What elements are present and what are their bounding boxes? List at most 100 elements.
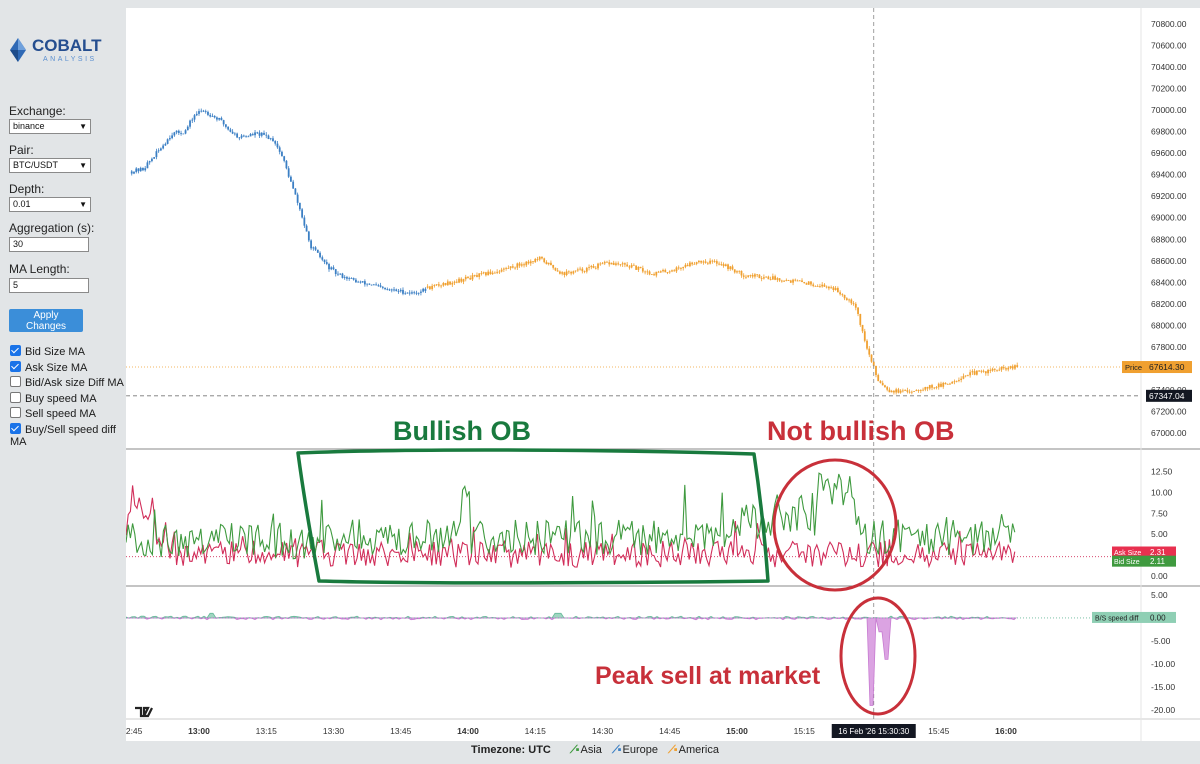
- candle-body: [514, 267, 516, 269]
- candle-body: [399, 289, 402, 292]
- candle-body: [706, 262, 709, 264]
- chart-area[interactable]: 70800.00 70600.00 70400.00 70200.00 70000.00…: [126, 8, 1200, 741]
- candle-body: [828, 286, 830, 289]
- candle-body: [298, 202, 301, 210]
- speed-axis-tick-label: -15.00: [1151, 682, 1175, 692]
- candle-body: [738, 270, 741, 272]
- candle-body: [485, 272, 487, 276]
- depth-select[interactable]: 0.01 ▼: [9, 197, 91, 212]
- candle-body: [664, 269, 667, 273]
- candle-body: [857, 307, 859, 314]
- speed-tag-bg: [1092, 611, 1146, 623]
- checkbox-row[interactable]: Bid Size MA: [10, 345, 85, 358]
- speed-axis-tick-label: 5.00: [1151, 590, 1168, 600]
- candle-body: [886, 387, 889, 390]
- crosshair-value-bg: [1146, 389, 1192, 402]
- candle-body: [296, 194, 299, 203]
- candle-body: [763, 277, 765, 279]
- candle-body: [469, 278, 472, 280]
- candle-body: [713, 261, 716, 262]
- candle-body: [146, 162, 149, 169]
- candle-body: [756, 274, 759, 276]
- candle-body: [673, 270, 676, 272]
- candle-body: [872, 361, 875, 366]
- candle-body: [731, 266, 734, 270]
- chart-canvas[interactable]: 70800.00 70600.00 70400.00 70200.00 70000.00…: [126, 8, 1200, 741]
- checkbox-row[interactable]: Buy speed MA: [10, 391, 97, 405]
- checkbox-row[interactable]: Bid/Ask size Diff MA: [10, 376, 124, 389]
- candle-body: [256, 132, 259, 134]
- candle-body: [527, 261, 530, 264]
- candle-body: [359, 281, 362, 283]
- price-axis-tick-label: 70200.00: [1151, 83, 1187, 93]
- candle-body: [303, 217, 306, 226]
- candle-body: [189, 120, 191, 127]
- candle-body: [650, 274, 653, 275]
- checkbox-row[interactable]: Ask Size MA: [10, 360, 87, 374]
- candle-body: [836, 288, 839, 293]
- candle-body: [931, 385, 933, 388]
- candle-body: [502, 268, 505, 270]
- legend-swatch-icon: ⟋▪: [569, 744, 580, 756]
- candle-body: [543, 258, 546, 263]
- candle-body: [966, 375, 969, 377]
- candle-body: [668, 271, 671, 273]
- candle-body: [220, 117, 223, 121]
- checkbox-row[interactable]: Buy/Sell speed diff MA: [10, 422, 122, 448]
- legend-label: Asia: [580, 744, 602, 756]
- chevron-down-icon: ▼: [79, 200, 87, 209]
- candle-body: [877, 375, 880, 382]
- candle-body: [825, 286, 828, 288]
- candle-body: [294, 188, 297, 195]
- legend-item-america[interactable]: ⟋▪ America: [668, 744, 719, 756]
- candle-body: [639, 266, 642, 269]
- candle-body: [796, 280, 799, 282]
- candle-body: [702, 261, 705, 263]
- xaxis-tick-label: 14:30: [592, 726, 614, 736]
- candle-body: [462, 279, 465, 282]
- checkbox-checked[interactable]: [10, 360, 21, 372]
- checkbox-row[interactable]: Sell speed MA: [10, 407, 96, 420]
- candle-body: [854, 303, 857, 308]
- candle-body: [848, 299, 850, 301]
- candle-body: [151, 158, 153, 162]
- candle-body: [576, 269, 579, 271]
- candle-body: [175, 130, 178, 133]
- candle-body: [222, 120, 225, 125]
- checkbox-checked[interactable]: [10, 422, 21, 434]
- candle-body: [402, 289, 404, 294]
- candle-body: [471, 275, 474, 280]
- legend-item-asia[interactable]: ⟋▪ Asia: [570, 744, 602, 756]
- candle-body: [216, 117, 218, 120]
- ma-length-input[interactable]: 5: [9, 278, 89, 293]
- candle-body: [428, 286, 431, 290]
- aggregation-input[interactable]: 30: [9, 237, 89, 252]
- candle-body: [204, 111, 207, 112]
- exchange-select[interactable]: binance ▼: [9, 119, 91, 134]
- price-value-label: 67614.30: [1149, 362, 1185, 372]
- candle-body: [816, 286, 819, 287]
- candle-body: [1007, 367, 1010, 370]
- candle-body: [498, 271, 501, 273]
- candle-body: [917, 390, 920, 391]
- candle-body: [242, 135, 245, 137]
- checkbox-checked[interactable]: [10, 345, 21, 356]
- pair-label: Pair:: [9, 143, 34, 157]
- checkbox-unchecked[interactable]: [10, 391, 21, 403]
- exchange-value: binance: [13, 121, 45, 131]
- price-axis-tick-label: 68400.00: [1151, 277, 1187, 287]
- checkbox-unchecked[interactable]: [10, 376, 21, 387]
- pair-select[interactable]: BTC/USDT ▼: [9, 158, 91, 173]
- candle-body: [265, 134, 268, 136]
- speed-diff-positive-area: [126, 612, 1016, 619]
- ask-size-line: [126, 485, 1016, 569]
- apply-changes-button[interactable]: Apply Changes: [9, 309, 83, 332]
- candle-body: [375, 284, 377, 286]
- candle-body: [969, 372, 972, 376]
- chevron-down-icon: ▼: [79, 122, 87, 131]
- candle-body: [411, 292, 413, 294]
- legend-item-europe[interactable]: ⟋▪ Europe: [612, 744, 658, 756]
- candle-body: [274, 141, 277, 144]
- footer-legend: Timezone: UTC ⟋▪ Asia ⟋▪ Europe ⟋▪ America: [0, 744, 1200, 764]
- checkbox-unchecked[interactable]: [10, 407, 21, 418]
